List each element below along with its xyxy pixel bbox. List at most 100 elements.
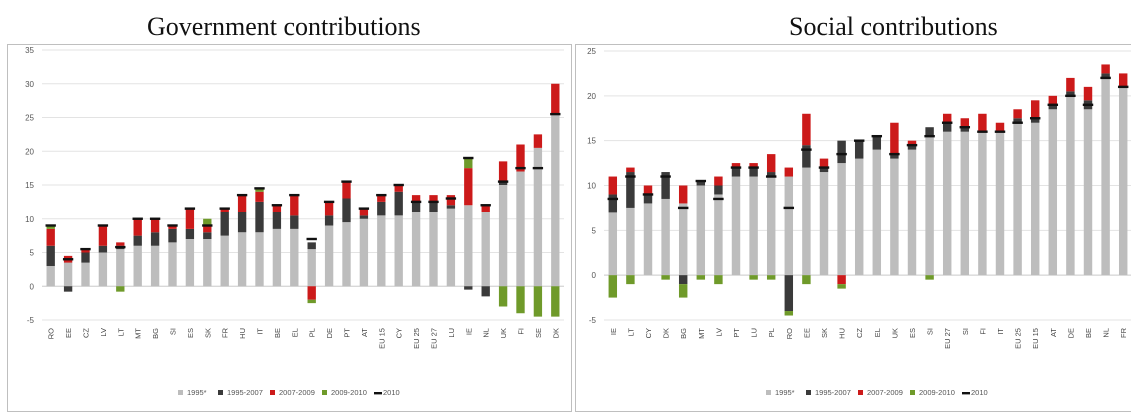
x-tick-label: SI — [961, 328, 970, 335]
bar-2007-2009-lt — [116, 242, 125, 246]
marker-2010-at — [358, 207, 370, 210]
y-tick-label: 10 — [25, 215, 34, 224]
marker-2010-el — [289, 193, 300, 197]
bar-2007-2009-ro — [784, 167, 794, 177]
x-tick-label: SK — [203, 328, 212, 338]
y-tick-label: 20 — [587, 92, 596, 101]
bar-2007-2009-fi — [978, 113, 987, 132]
y-tick-label: 25 — [587, 47, 596, 56]
bar-1995-eu-27 — [429, 212, 438, 287]
marker-2010-el — [871, 134, 883, 138]
x-tick-label: EU 15 — [377, 328, 386, 349]
bar-1995-2007-bg — [678, 275, 688, 285]
y-tick-label: 5 — [30, 249, 35, 258]
bar-2009-2010-sk — [203, 218, 212, 226]
bar-1995-2007-si — [925, 127, 934, 137]
marker-2010-si — [959, 126, 971, 129]
y-tick-label: 5 — [592, 226, 597, 235]
bar-1995-2007-cz — [854, 140, 864, 159]
bar-2009-2010-ee — [802, 275, 811, 285]
bar-1995-2007-pt — [342, 198, 351, 223]
bar-1995-bg — [678, 203, 688, 276]
bar-1995-2007-at — [359, 215, 369, 219]
bar-1995-uk — [498, 185, 508, 287]
bar-1995-el — [872, 149, 882, 276]
bar-1995-ee — [63, 262, 73, 287]
bar-1995-fr — [220, 235, 229, 287]
y-tick-label: 20 — [25, 147, 34, 156]
bar-1995-ro — [46, 266, 55, 287]
legend-swatch-1995 — [178, 390, 183, 395]
x-tick-label: IT — [256, 328, 265, 335]
bar-2007-2009-bg — [678, 185, 688, 204]
bar-1995-it — [255, 232, 264, 287]
legend-swatch-2010 — [962, 392, 970, 395]
x-tick-label: UK — [499, 328, 508, 338]
x-tick-label: EU 15 — [1031, 328, 1040, 349]
bar-2007-2009-it — [995, 122, 1005, 132]
marker-2010-hu — [236, 193, 248, 197]
bar-2007-2009-be — [272, 205, 282, 212]
bar-2009-2010-ie — [464, 158, 473, 169]
legend-label-2010: 2010 — [383, 388, 400, 397]
bar-1995-2007-ie — [608, 194, 618, 213]
marker-2010-de — [323, 200, 335, 204]
bar-2007-2009-fr — [1118, 73, 1128, 87]
bar-2009-2010-lt — [626, 275, 635, 285]
bar-2007-2009-lu — [446, 195, 456, 206]
bar-2007-2009-eu-25 — [1013, 109, 1022, 119]
x-tick-label: BG — [151, 328, 160, 339]
bar-1995-2007-mt — [696, 181, 706, 186]
bar-1995-lu — [446, 208, 456, 287]
marker-2010-fi — [515, 166, 526, 170]
bar-2007-2009-hu — [837, 275, 846, 285]
bar-1995-2007-ro — [784, 275, 794, 312]
bar-1995-2007-be — [272, 212, 282, 229]
marker-2010-ee — [62, 258, 74, 261]
bar-1995-2007-bg — [150, 232, 160, 246]
bar-1995-2007-lu — [749, 167, 758, 177]
marker-2010-sk — [818, 166, 830, 169]
marker-2010-dk — [550, 112, 561, 116]
marker-2010-se — [532, 166, 544, 170]
bar-2007-2009-fi — [516, 144, 525, 172]
x-tick-label: FI — [978, 328, 987, 335]
x-tick-label: BG — [679, 328, 688, 339]
x-tick-label: CY — [644, 328, 653, 338]
bar-1995-sk — [203, 239, 212, 287]
marker-2010-pl — [306, 237, 317, 241]
x-tick-label: PT — [343, 328, 352, 338]
bar-2007-2009-lu — [749, 163, 758, 168]
x-tick-label: EU 25 — [1014, 328, 1023, 349]
marker-2010-it — [994, 130, 1006, 133]
x-tick-label: ES — [908, 328, 917, 338]
bar-2007-2009-cz — [81, 249, 90, 253]
bar-2009-2010-lt — [116, 286, 125, 292]
bar-1995-be — [1083, 109, 1093, 276]
bar-2009-2010-mt — [696, 275, 706, 280]
marker-2010-uk — [497, 180, 509, 183]
bar-1995-eu-25 — [1013, 122, 1022, 276]
x-tick-label: CZ — [855, 328, 864, 338]
bar-1995-pt — [342, 222, 351, 287]
x-tick-label: IE — [609, 328, 618, 335]
bar-1995-2007-ee — [63, 286, 73, 292]
marker-2010-it — [254, 187, 265, 190]
bar-1995-hu — [837, 163, 846, 276]
bar-1995-pt — [731, 176, 741, 276]
y-tick-label: 15 — [587, 137, 596, 146]
bar-2009-2010-dk — [661, 275, 670, 280]
bar-1995-2007-pt — [731, 167, 741, 177]
marker-2010-bg — [149, 217, 161, 220]
marker-2010-sk — [202, 224, 213, 227]
bar-2007-2009-el — [290, 195, 299, 216]
legend-swatch-2007-2009 — [858, 390, 863, 395]
x-tick-label: MT — [134, 328, 143, 339]
bar-1995-2007-dk — [661, 172, 670, 199]
x-tick-label: LU — [447, 328, 456, 338]
y-tick-label: 25 — [25, 114, 34, 123]
x-tick-label: LT — [116, 328, 125, 337]
x-tick-label: RO — [785, 328, 794, 339]
marker-2010-be — [1082, 103, 1094, 106]
bar-1995-2007-uk — [498, 181, 508, 185]
